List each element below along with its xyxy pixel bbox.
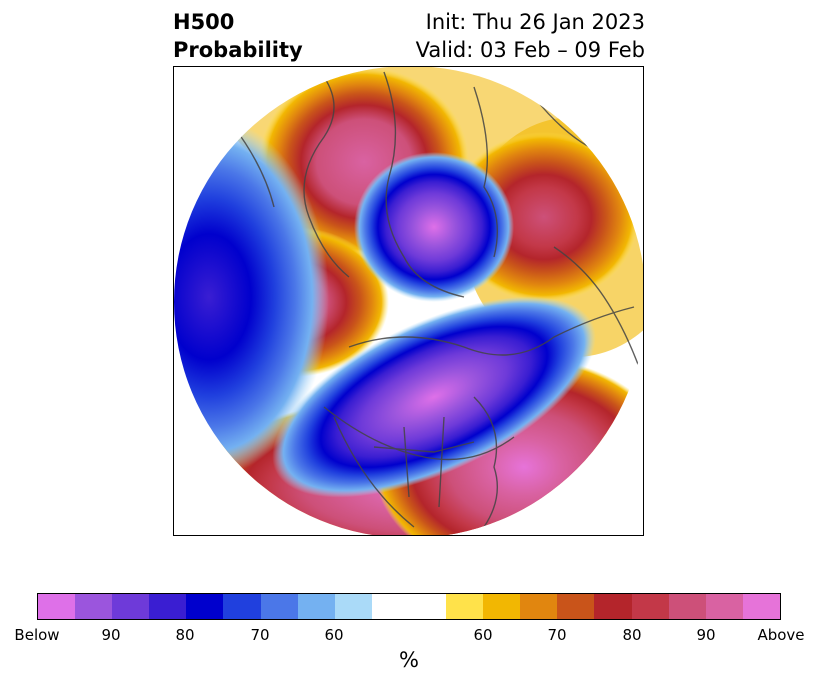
colorbar-segment [75, 594, 113, 619]
colorbar-segment [149, 594, 187, 619]
date-info: Init: Thu 26 Jan 2023 Valid: 03 Feb – 09… [416, 8, 645, 64]
colorbar-segment [297, 594, 335, 619]
colorbar-tick-label: 80 [622, 626, 642, 644]
colorbar-tick-label: Above [757, 626, 805, 644]
colorbar-tick-label: Below [14, 626, 60, 644]
init-date: Init: Thu 26 Jan 2023 [425, 10, 645, 34]
colorbar-tick-label: 80 [175, 626, 195, 644]
colorbar-segment [594, 594, 632, 619]
colorbar-segment [334, 594, 372, 619]
colorbar-segment [705, 594, 743, 619]
colorbar-tick-label: 70 [250, 626, 270, 644]
probability-field [174, 67, 643, 535]
colorbar-segment [38, 594, 76, 619]
colorbar-tick-label: 90 [101, 626, 121, 644]
valid-range: Valid: 03 Feb – 09 Feb [415, 38, 645, 62]
colorbar-tick-label: 60 [324, 626, 344, 644]
colorbar-segment [446, 594, 484, 619]
colorbar-tick-label: 60 [473, 626, 493, 644]
map-panel [173, 66, 644, 536]
colorbar [37, 593, 781, 620]
title-line-2: Probability [173, 38, 303, 62]
colorbar-segment [520, 594, 558, 619]
colorbar-segment [483, 594, 521, 619]
colorbar-segment [631, 594, 669, 619]
colorbar-segment [223, 594, 261, 619]
colorbar-segment [112, 594, 150, 619]
colorbar-segment [557, 594, 595, 619]
colorbar-segment [742, 594, 780, 619]
title-line-1: H500 [173, 10, 235, 34]
colorbar-tick-label: 90 [696, 626, 716, 644]
colorbar-segment [668, 594, 706, 619]
colorbar-segment [260, 594, 298, 619]
probability-map [174, 67, 643, 535]
colorbar-segment [371, 594, 447, 619]
chart-title: H500 Probability [173, 8, 303, 64]
colorbar-segment [186, 594, 224, 619]
colorbar-tick-label: 70 [547, 626, 567, 644]
colorbar-label: % [399, 648, 419, 672]
